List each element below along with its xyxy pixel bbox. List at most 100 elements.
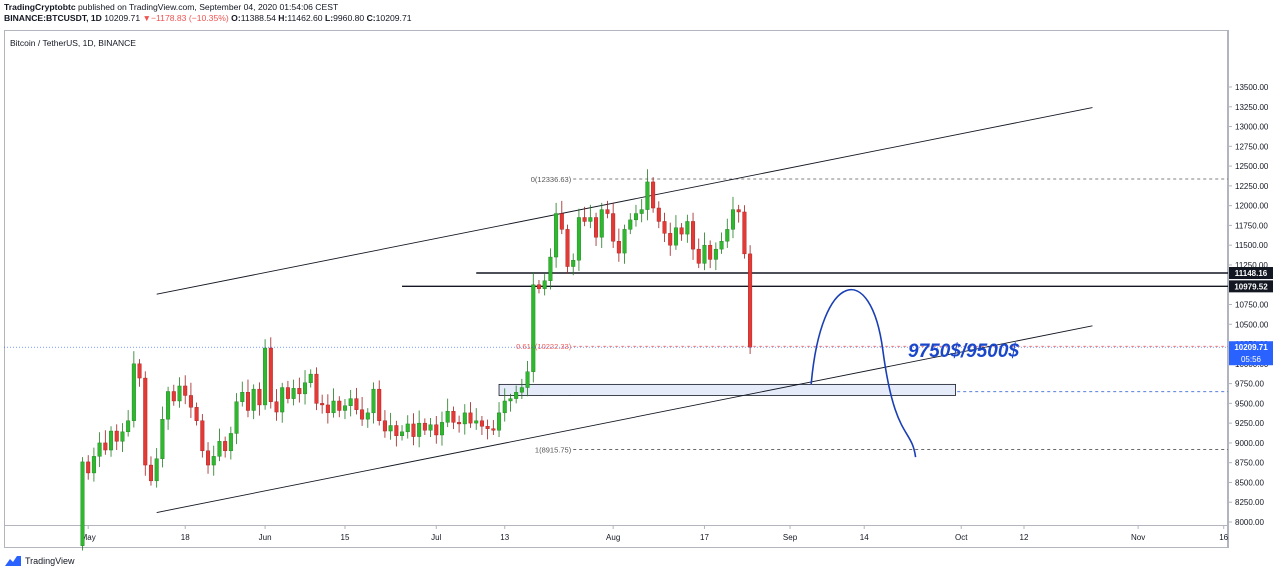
fib-level-label: 0(12336.63): [531, 175, 572, 184]
candle-down: [559, 213, 564, 230]
level-price-tag-label: 10979.52: [1234, 282, 1268, 291]
time-tick-label: 12: [1020, 533, 1029, 542]
candle-down: [297, 388, 302, 395]
candle-down: [143, 377, 148, 466]
tradingview-logo-icon[interactable]: [5, 556, 21, 566]
candle-down: [320, 403, 325, 406]
candle-up: [497, 412, 502, 431]
candle-down: [485, 426, 490, 429]
candle-down: [594, 217, 599, 238]
candle-up: [154, 458, 159, 482]
candle-up: [622, 229, 627, 254]
candle-down: [86, 461, 91, 474]
brand-name[interactable]: TradingView: [25, 556, 75, 566]
candle-down: [337, 400, 342, 411]
candle-up: [109, 430, 114, 451]
candle-down: [188, 395, 193, 408]
target-annotation: 9750$/9500$: [908, 341, 1019, 362]
last-price: 10209.71: [104, 13, 141, 23]
candle-up: [713, 248, 718, 260]
time-tick-label: Sep: [783, 533, 798, 542]
trend-channel-line: [156, 325, 1093, 513]
price-tick-label: 12250.00: [1235, 182, 1269, 191]
candle-up: [514, 392, 519, 399]
candle-up: [348, 398, 353, 406]
author-name[interactable]: TradingCryptobtc: [4, 2, 76, 12]
time-tick-label: 15: [341, 533, 350, 542]
price-tick-label: 9000.00: [1235, 439, 1264, 448]
candle-down: [468, 412, 473, 424]
candle-up: [280, 387, 285, 413]
trend-channel-line: [156, 107, 1093, 295]
candle-up: [542, 280, 547, 289]
candle-up: [91, 456, 96, 474]
candle-up: [120, 431, 125, 442]
candle-down: [411, 423, 416, 437]
countdown-label: 05:56: [1241, 355, 1262, 364]
candle-up: [474, 420, 479, 424]
price-tick-label: 13250.00: [1235, 103, 1269, 112]
candle-up: [131, 363, 136, 421]
candle-up: [126, 420, 131, 433]
close-label: C:: [366, 13, 376, 23]
candle-up: [388, 425, 393, 432]
candle-up: [160, 418, 165, 459]
open-label: O:: [231, 13, 241, 23]
candle-up: [331, 400, 336, 414]
candle-up: [725, 229, 730, 242]
time-tick-label: Nov: [1131, 533, 1145, 542]
candle-down: [662, 221, 667, 234]
candle-up: [639, 209, 644, 214]
price-tick-label: 13000.00: [1235, 123, 1269, 132]
candle-up: [240, 392, 245, 402]
price-tick-label: 11250.00: [1235, 261, 1268, 270]
candle-down: [668, 233, 673, 246]
candle-up: [291, 388, 296, 399]
level-price-tag: [1229, 267, 1273, 280]
price-tick-label: 13500.00: [1235, 83, 1269, 92]
candle-down: [742, 211, 747, 255]
time-tick-label: 16: [1219, 533, 1228, 542]
price-tick-label: 11500.00: [1235, 241, 1268, 250]
price-tick-label: 9500.00: [1235, 399, 1264, 408]
time-axis[interactable]: May 18 Jun 15 Jul 13 Aug 17 Sep 14 Oct 12 Nov 16: [81, 525, 1229, 542]
candle-down: [223, 441, 228, 452]
price-tick-label: 10750.00: [1235, 301, 1269, 310]
low-value: 9960.80: [333, 13, 365, 23]
candle-down: [708, 244, 713, 260]
candle-up: [217, 441, 222, 457]
price-axis[interactable]: 13500.00 13250.00 13000.00 12750.00 12500.00…: [1228, 83, 1269, 527]
time-tick-label: 18: [181, 533, 190, 542]
candle-down: [565, 229, 570, 267]
price-tick-label: 8750.00: [1235, 459, 1264, 468]
price-tick-label: 10500.00: [1235, 320, 1269, 329]
candle-down: [314, 373, 319, 404]
candle-up: [599, 209, 604, 238]
candle-up: [417, 422, 422, 437]
candle-down: [451, 411, 456, 423]
fib-level-label: 0.618(10222.33): [516, 342, 572, 351]
time-tick-label: 17: [700, 533, 709, 542]
candle-down: [114, 430, 119, 442]
level-price-tag-label: 11148.16: [1235, 269, 1268, 278]
time-tick-label: Aug: [606, 533, 620, 542]
candle-up: [719, 241, 724, 250]
chart-header: TradingCryptobtc published on TradingVie…: [4, 2, 412, 24]
candle-down: [183, 385, 188, 396]
candle-up: [177, 385, 182, 402]
price-tick-label: 9750.00: [1235, 380, 1264, 389]
price-tick-label: 9250.00: [1235, 419, 1264, 428]
candle-down: [457, 422, 462, 425]
time-tick-label: Jun: [259, 533, 272, 542]
candle-up: [730, 209, 735, 230]
high-label: H:: [278, 13, 288, 23]
candle-up: [519, 387, 524, 393]
candle-up: [97, 442, 102, 457]
candle-down: [611, 213, 616, 242]
price-tags: 11148.16 10979.52 10209.71 05:56: [1229, 267, 1273, 366]
candle-up: [645, 181, 650, 210]
footer: TradingView: [5, 553, 75, 569]
candle-up: [673, 227, 678, 246]
publish-info: published on TradingView.com, September …: [78, 2, 339, 12]
